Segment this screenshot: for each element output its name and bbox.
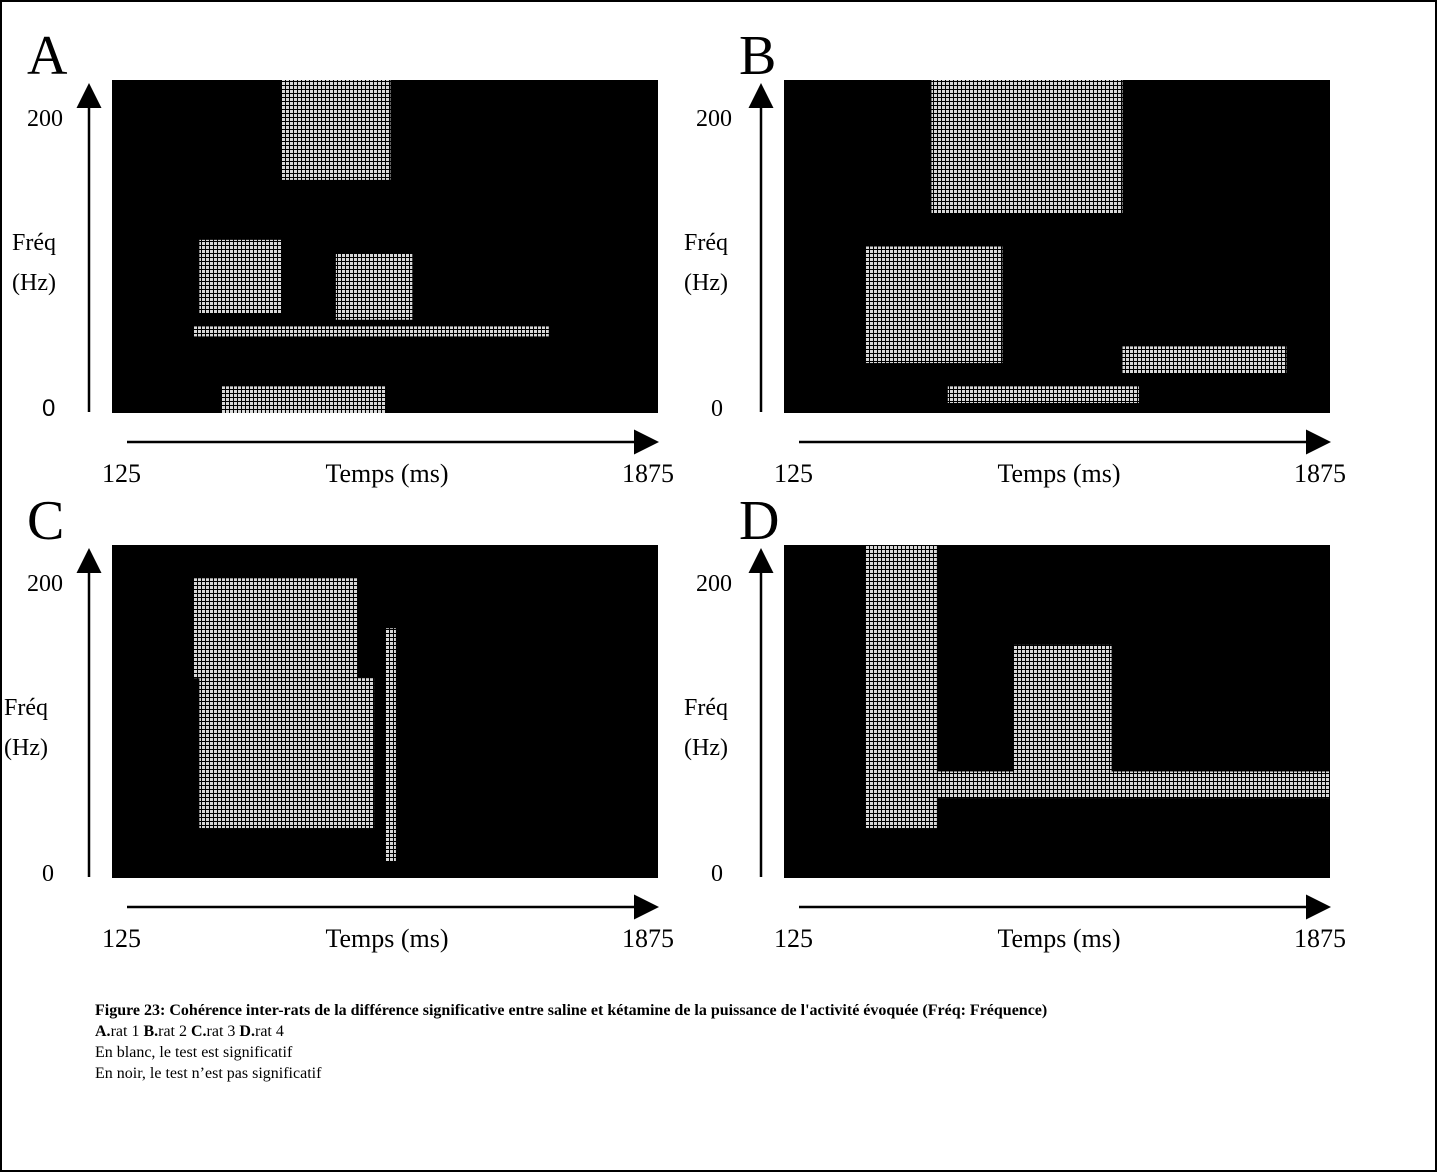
significant-region [193,326,549,337]
rat-key: A. [95,1023,111,1040]
x-tick-label: 125 [774,924,813,953]
significant-region [199,239,282,314]
panel-letter: B [739,25,776,87]
significant-region [193,578,358,679]
significant-region [865,246,1003,364]
caption-rats: A.rat 1 B.rat 2 C.rat 3 D.rat 4 [95,1021,1405,1042]
significant-region [221,386,385,413]
significant-region [936,771,1330,799]
rat-key: C. [190,1023,207,1040]
significant-region [947,386,1139,404]
panel-letter: C [27,490,64,552]
y-axis-label: (Hz) [12,270,56,296]
y-axis-label: Fréq [4,695,48,721]
caption: Figure 23: Cohérence inter-rats de la di… [95,1000,1405,1084]
x-tick-label: 1875 [622,924,674,953]
y-tick-label: 0 [711,396,723,422]
x-tick-label: 1875 [1294,459,1346,488]
panels: A 200 0 Fréq (Hz) 125 Temps (ms) 1875 B 200 0 Fréq (… [4,25,1346,953]
x-axis-label: Temps (ms) [997,924,1120,953]
caption-title: Figure 23: Cohérence inter-rats de la di… [95,1002,1048,1019]
rat-key: B. [143,1023,159,1040]
rat-label: rat 4 [254,1023,284,1040]
significant-region [931,80,1123,214]
x-tick-label: 125 [774,459,813,488]
x-axis-label: Temps (ms) [325,459,448,488]
significant-region [1013,644,1112,772]
x-tick-label: 125 [102,459,141,488]
y-axis-label: Fréq [12,230,56,256]
significant-region [385,628,396,862]
y-tick-label: 0 [711,861,723,887]
panel-letter: D [739,490,779,552]
y-axis-label: (Hz) [4,735,48,761]
y-axis-label: Fréq [684,230,728,256]
x-axis-label: Temps (ms) [325,924,448,953]
caption-note: En noir, le test n’est pas significatif [95,1065,322,1082]
x-axis-label: Temps (ms) [997,459,1120,488]
x-tick-label: 1875 [622,459,674,488]
significant-region [865,644,937,829]
significant-region [199,678,375,829]
significant-region [1122,346,1287,374]
rat-label: rat 3 [206,1023,236,1040]
y-tick-label: 200 [696,571,732,597]
rat-label: rat 1 [110,1023,140,1040]
significant-region [865,545,937,645]
y-axis-label: Fréq [684,695,728,721]
x-tick-label: 1875 [1294,924,1346,953]
y-tick-label: 200 [27,571,63,597]
panel-letter: A [27,25,68,87]
significant-region [335,253,413,320]
y-tick-label: 0 [42,861,54,887]
rat-label: rat 2 [158,1023,187,1040]
x-tick-label: 125 [102,924,141,953]
significant-region [281,80,391,180]
y-axis-label: (Hz) [684,735,728,761]
y-axis-label: (Hz) [684,270,728,296]
rat-key: D. [239,1023,255,1040]
caption-note: En blanc, le test est significatif [95,1044,293,1061]
y-tick-label: 200 [27,106,63,132]
y-tick-label: 0 [42,395,55,422]
y-tick-label: 200 [696,106,732,132]
